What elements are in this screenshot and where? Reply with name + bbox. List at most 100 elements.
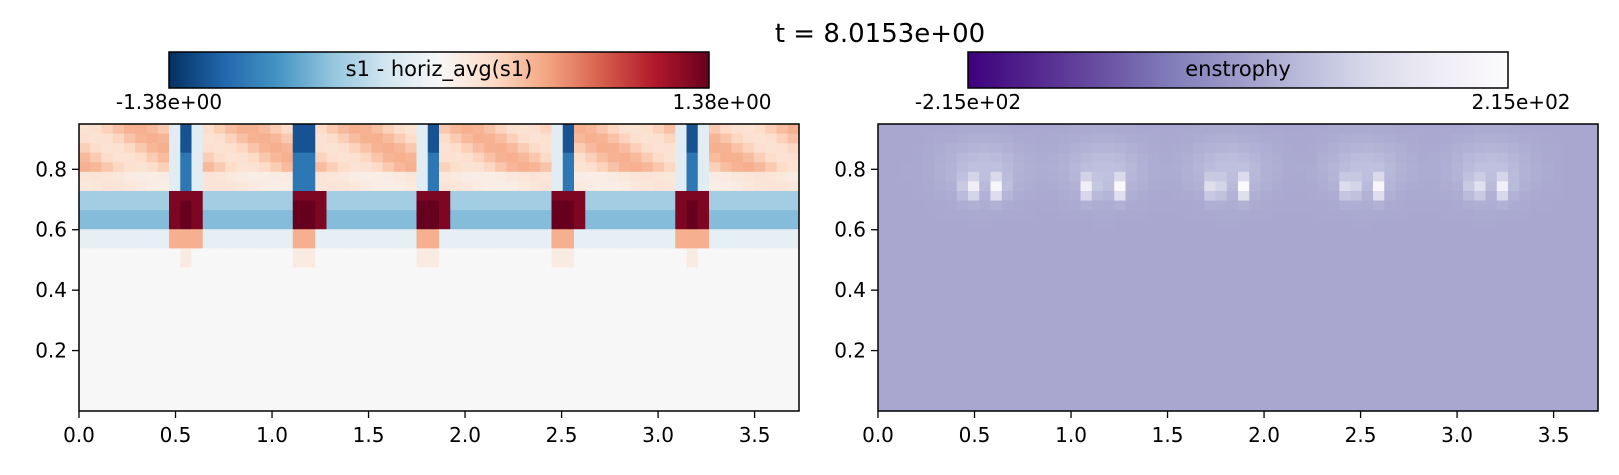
heatmap-cell: [1136, 200, 1149, 211]
heatmap-cell: [1451, 190, 1464, 202]
heatmap-cell: [911, 324, 924, 336]
heatmap-cell: [1114, 229, 1127, 240]
heatmap-cell: [731, 190, 744, 202]
heatmap-cell: [979, 363, 992, 374]
heatmap-cell: [1170, 200, 1183, 211]
heatmap-cell: [191, 277, 204, 288]
heatmap-cell: [315, 401, 328, 412]
heatmap-cell: [776, 229, 789, 240]
heatmap-cell: [1249, 267, 1262, 278]
heatmap-cell: [1541, 190, 1554, 202]
heatmap-cell: [979, 391, 992, 403]
heatmap-cell: [416, 267, 429, 278]
heatmap-cell: [1339, 162, 1352, 173]
heatmap-cell: [1586, 152, 1599, 163]
heatmap-cell: [1373, 324, 1385, 336]
heatmap-cell: [540, 162, 553, 173]
heatmap-cell: [112, 305, 125, 316]
heatmap-cell: [1474, 372, 1487, 383]
heatmap-cell: [135, 124, 148, 135]
heatmap-cell: [1249, 238, 1262, 249]
heatmap-cell: [472, 133, 485, 144]
heatmap-cell: [1181, 305, 1194, 316]
heatmap-cell: [1575, 372, 1588, 383]
heatmap-cell: [923, 372, 935, 383]
heatmap-cell: [540, 344, 553, 355]
heatmap-cell: [990, 382, 1003, 393]
heatmap-cell: [135, 267, 148, 278]
heatmap-cell: [1148, 210, 1160, 221]
heatmap-cell: [506, 391, 519, 403]
heatmap-cell: [416, 210, 429, 221]
heatmap-cell: [1339, 143, 1352, 154]
heatmap-cell: [1328, 181, 1340, 192]
heatmap-cell: [337, 162, 350, 173]
heatmap-cell: [180, 190, 193, 202]
heatmap-cell: [236, 171, 249, 182]
heatmap-cell: [506, 334, 519, 345]
heatmap-cell: [1069, 344, 1082, 355]
heatmap-cell: [596, 334, 609, 345]
heatmap-cell: [652, 190, 665, 202]
heatmap-cell: [1136, 133, 1149, 144]
heatmap-cell: [1496, 238, 1509, 249]
heatmap-cell: [1350, 152, 1363, 163]
heatmap-cell: [416, 353, 429, 364]
heatmap-cell: [1001, 229, 1014, 240]
heatmap-cell: [607, 277, 620, 288]
heatmap-cell: [945, 372, 958, 383]
heatmap-cell: [720, 152, 733, 163]
heatmap-cell: [360, 334, 373, 345]
heatmap-cell: [697, 382, 710, 393]
heatmap-cell: [1181, 181, 1194, 192]
heatmap-cell: [1159, 382, 1172, 393]
heatmap-cell: [461, 363, 474, 374]
heatmap-cell: [1350, 248, 1363, 259]
heatmap-cell: [326, 229, 339, 240]
heatmap-cell: [1508, 210, 1520, 221]
heatmap-cell: [202, 219, 215, 230]
heatmap-cell: [1519, 315, 1532, 326]
heatmap-cell: [124, 344, 136, 355]
heatmap-cell: [461, 286, 474, 297]
x-tick-label: 3.0: [642, 423, 674, 447]
heatmap-cell: [1316, 344, 1329, 355]
heatmap-cell: [315, 210, 328, 221]
heatmap-cell: [720, 267, 733, 278]
heatmap-cell: [1283, 277, 1295, 288]
heatmap-cell: [529, 305, 541, 316]
heatmap-cell: [1238, 124, 1250, 135]
heatmap-cell: [259, 353, 271, 364]
heatmap-cell: [990, 171, 1003, 182]
heatmap-cell: [585, 334, 598, 345]
heatmap-cell: [529, 210, 541, 221]
heatmap-cell: [1316, 363, 1329, 374]
heatmap-cell: [1350, 238, 1363, 249]
heatmap-cell: [349, 315, 361, 326]
heatmap-cell: [1013, 162, 1025, 173]
heatmap-cell: [484, 200, 496, 211]
heatmap-cell: [225, 190, 238, 202]
heatmap-cell: [360, 210, 373, 221]
heatmap-cell: [1181, 190, 1194, 202]
heatmap-cell: [394, 382, 406, 393]
heatmap-cell: [630, 305, 643, 316]
heatmap-cell: [180, 372, 193, 383]
heatmap-cell: [101, 210, 114, 221]
heatmap-cell: [731, 382, 744, 393]
heatmap-cell: [1159, 219, 1172, 230]
heatmap-cell: [1440, 286, 1453, 297]
heatmap-cell: [923, 238, 935, 249]
heatmap-cell: [1114, 391, 1127, 403]
heatmap-cell: [1058, 143, 1070, 154]
heatmap-cell: [1496, 296, 1509, 307]
heatmap-cell: [709, 248, 721, 259]
heatmap-cell: [1215, 124, 1228, 135]
heatmap-cell: [1485, 181, 1498, 192]
heatmap-cell: [585, 382, 598, 393]
heatmap-cell: [1451, 401, 1464, 412]
heatmap-cell: [529, 248, 541, 259]
heatmap-cell: [551, 286, 564, 297]
heatmap-cell: [1440, 200, 1453, 211]
heatmap-cell: [1316, 334, 1329, 345]
